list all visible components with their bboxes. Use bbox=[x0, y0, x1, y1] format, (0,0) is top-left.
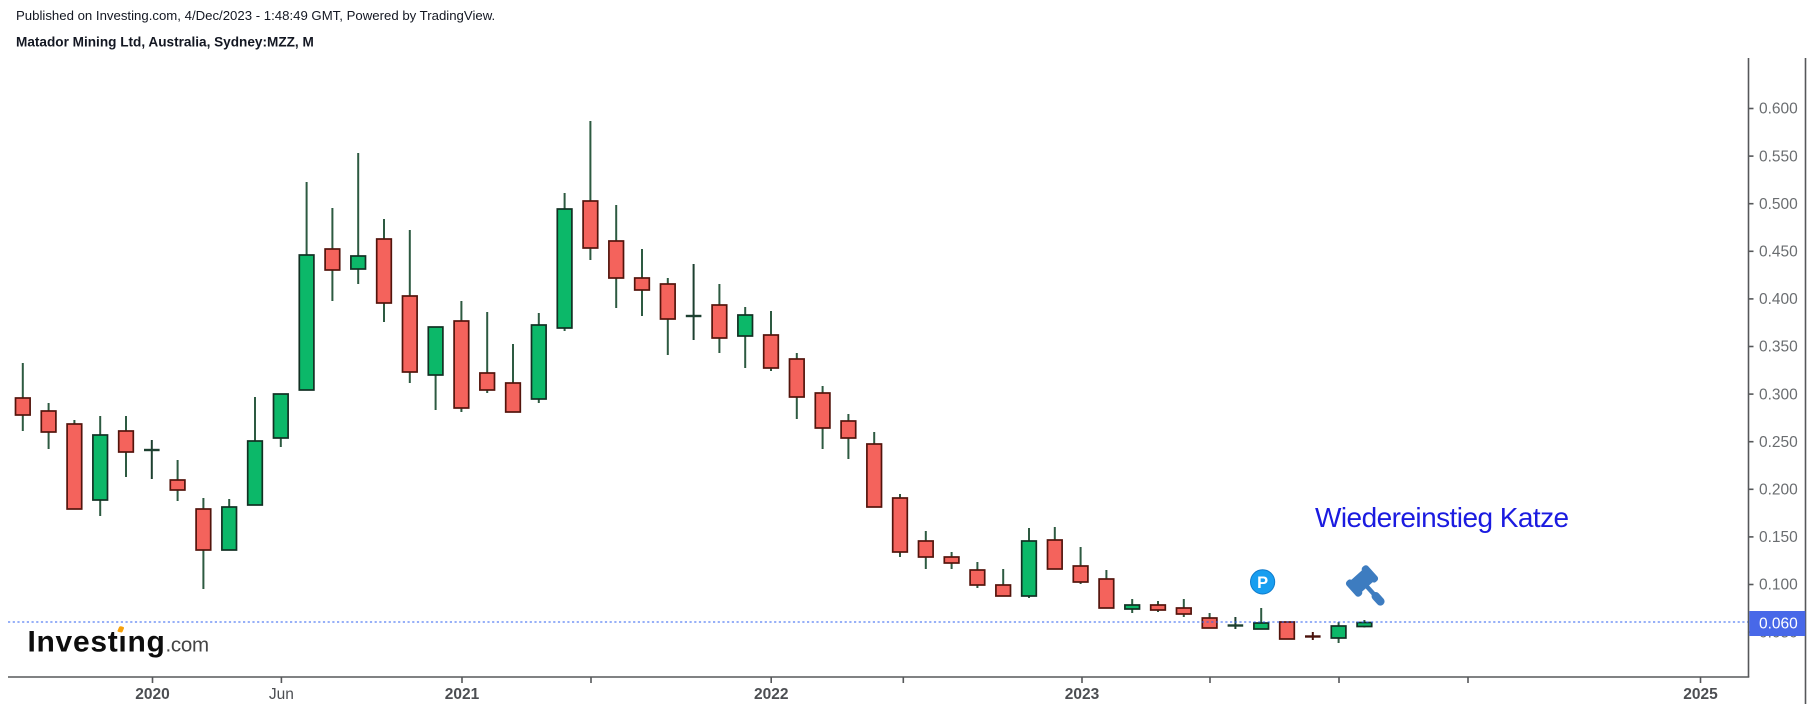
svg-text:2020: 2020 bbox=[135, 686, 169, 703]
svg-text:0.150: 0.150 bbox=[1759, 529, 1798, 546]
svg-text:2025: 2025 bbox=[1683, 686, 1718, 703]
svg-text:0.400: 0.400 bbox=[1759, 291, 1798, 308]
svg-text:Matador Mining Ltd, Australia,: Matador Mining Ltd, Australia, Sydney:MZ… bbox=[16, 35, 314, 50]
svg-text:2022: 2022 bbox=[754, 686, 788, 703]
svg-text:Jun: Jun bbox=[269, 686, 294, 703]
svg-text:P: P bbox=[1257, 574, 1268, 592]
svg-text:0.060: 0.060 bbox=[1759, 616, 1798, 633]
svg-text:0.600: 0.600 bbox=[1759, 101, 1798, 118]
svg-text:0.500: 0.500 bbox=[1759, 196, 1798, 213]
svg-text:Published on Investing.com, 4/: Published on Investing.com, 4/Dec/2023 -… bbox=[16, 8, 495, 23]
svg-text:0.300: 0.300 bbox=[1759, 386, 1798, 403]
svg-text:0.450: 0.450 bbox=[1759, 244, 1798, 261]
svg-text:0.350: 0.350 bbox=[1759, 339, 1798, 356]
svg-text:0.100: 0.100 bbox=[1759, 577, 1798, 594]
svg-text:2021: 2021 bbox=[445, 686, 480, 703]
svg-text:0.200: 0.200 bbox=[1759, 482, 1798, 499]
svg-text:0.550: 0.550 bbox=[1759, 148, 1798, 165]
svg-text:0.250: 0.250 bbox=[1759, 434, 1798, 451]
svg-text:Wiedereinstieg Katze: Wiedereinstieg Katze bbox=[1315, 502, 1569, 533]
svg-text:2023: 2023 bbox=[1065, 686, 1100, 703]
